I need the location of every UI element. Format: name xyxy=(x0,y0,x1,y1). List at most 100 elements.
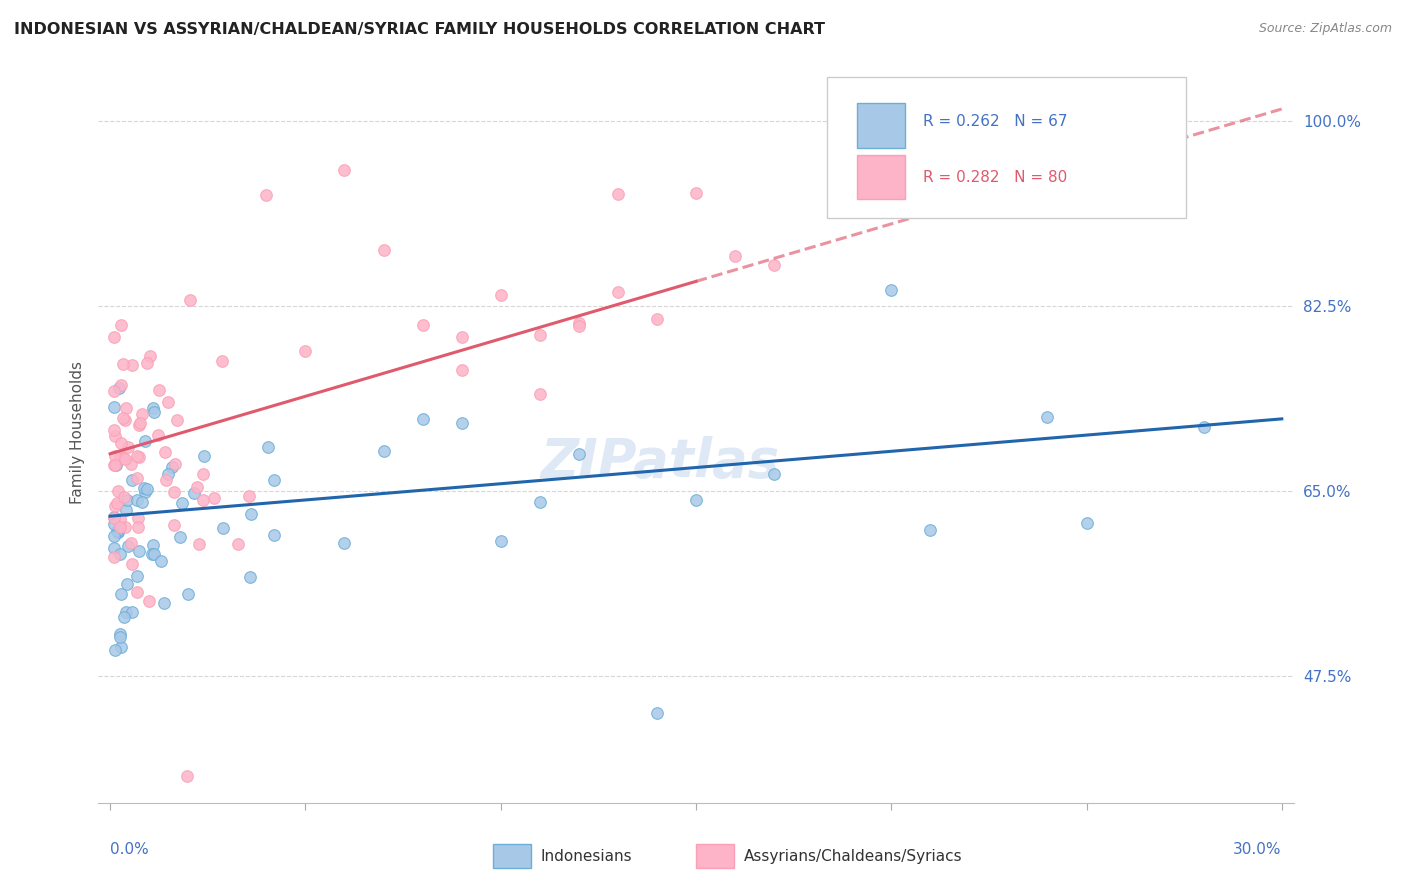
Point xyxy=(263,473,285,487)
Point xyxy=(104,458,127,472)
Point xyxy=(115,503,138,517)
Point xyxy=(120,457,142,471)
Point xyxy=(114,451,136,466)
Text: 0.0%: 0.0% xyxy=(110,842,149,856)
Point xyxy=(138,349,160,363)
Point xyxy=(645,706,668,720)
Point xyxy=(143,405,166,419)
Point xyxy=(114,413,136,427)
Point xyxy=(103,541,125,555)
Point xyxy=(115,493,138,508)
Point xyxy=(138,593,160,607)
Point xyxy=(450,363,472,377)
Point xyxy=(115,577,138,591)
Point xyxy=(112,490,135,504)
Point xyxy=(150,554,173,568)
Point xyxy=(110,318,132,332)
Point xyxy=(186,480,208,494)
Point xyxy=(1192,420,1215,434)
Point xyxy=(373,444,395,458)
Point xyxy=(125,569,148,583)
Point xyxy=(114,520,136,534)
Point xyxy=(238,489,260,503)
Point xyxy=(163,518,186,533)
Point xyxy=(211,520,233,534)
Point xyxy=(920,524,942,538)
Point xyxy=(141,547,163,561)
Point xyxy=(107,483,129,498)
Point xyxy=(127,511,149,525)
Text: Assyrians/Chaldeans/Syriacs: Assyrians/Chaldeans/Syriacs xyxy=(744,848,962,863)
Point xyxy=(103,529,125,543)
Point xyxy=(135,355,157,369)
FancyBboxPatch shape xyxy=(827,78,1187,218)
Point xyxy=(108,520,131,534)
Point xyxy=(1076,516,1098,530)
Point xyxy=(169,530,191,544)
Point xyxy=(121,557,143,571)
Point xyxy=(128,450,150,464)
Point xyxy=(263,527,285,541)
Point xyxy=(294,343,316,358)
Point xyxy=(202,491,225,505)
Point xyxy=(153,596,176,610)
Text: R = 0.262   N = 67: R = 0.262 N = 67 xyxy=(922,114,1067,129)
Point xyxy=(412,318,434,333)
Point xyxy=(685,493,707,508)
Point xyxy=(136,483,159,497)
FancyBboxPatch shape xyxy=(858,103,905,147)
Point xyxy=(112,609,135,624)
Point xyxy=(103,329,125,343)
Point xyxy=(238,570,260,584)
Point xyxy=(110,450,132,464)
Point xyxy=(1036,409,1059,424)
Point xyxy=(104,449,127,463)
Point xyxy=(257,440,280,454)
Point xyxy=(179,293,201,307)
Point xyxy=(104,499,127,513)
Point xyxy=(156,395,179,409)
Point xyxy=(606,187,628,202)
Point xyxy=(685,186,707,200)
Point xyxy=(110,511,132,525)
Point xyxy=(163,485,186,500)
Point xyxy=(450,330,472,344)
Point xyxy=(172,495,194,509)
Point xyxy=(103,510,125,524)
Point xyxy=(176,587,198,601)
Point xyxy=(127,493,149,508)
Point xyxy=(489,287,512,301)
Point xyxy=(103,401,125,415)
Point xyxy=(254,187,277,202)
Point xyxy=(103,423,125,437)
Point xyxy=(110,435,132,450)
Point xyxy=(529,495,551,509)
Point xyxy=(131,407,153,421)
Point xyxy=(183,485,205,500)
Point xyxy=(156,467,179,481)
Point xyxy=(110,377,132,392)
Point xyxy=(103,509,125,524)
Point xyxy=(104,643,127,657)
Point xyxy=(228,537,250,551)
Point xyxy=(125,585,148,599)
Point xyxy=(117,540,139,554)
Point xyxy=(187,537,209,551)
Text: ZIPatlas: ZIPatlas xyxy=(540,436,780,488)
Point xyxy=(134,484,156,499)
Text: Source: ZipAtlas.com: Source: ZipAtlas.com xyxy=(1258,22,1392,36)
Text: 30.0%: 30.0% xyxy=(1233,842,1282,856)
Point xyxy=(120,536,142,550)
Point xyxy=(160,459,183,474)
Point xyxy=(763,258,786,272)
Point xyxy=(112,450,135,465)
Point xyxy=(104,428,127,442)
Point xyxy=(121,473,143,487)
Point xyxy=(132,481,155,495)
Point xyxy=(645,311,668,326)
Point xyxy=(108,547,131,561)
Point xyxy=(121,358,143,372)
Point xyxy=(103,458,125,472)
Point xyxy=(121,605,143,619)
Point xyxy=(108,630,131,644)
